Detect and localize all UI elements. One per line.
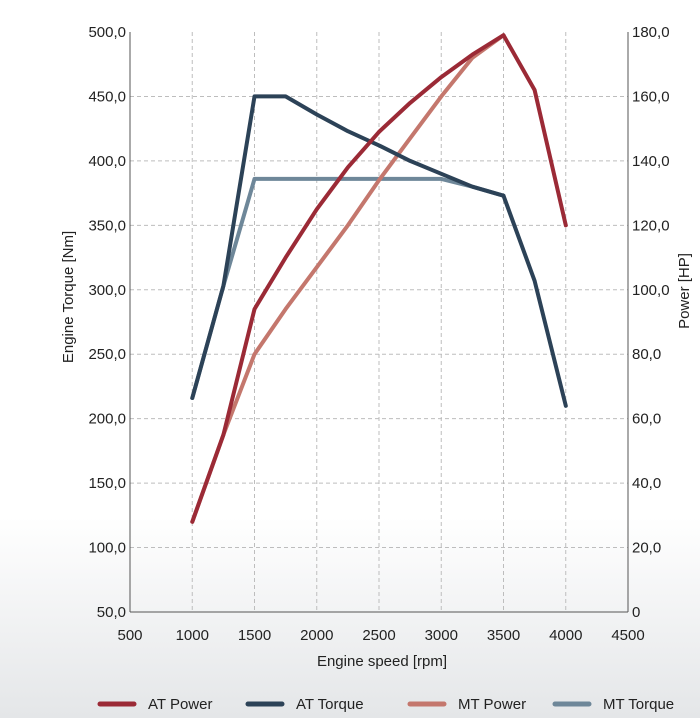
y2-tick-label: 20,0 <box>632 540 661 557</box>
y2-tick-label: 60,0 <box>632 411 661 428</box>
y-tick-label: 250,0 <box>88 346 126 363</box>
y-tick-label: 350,0 <box>88 217 126 234</box>
y-tick-label: 50,0 <box>97 604 126 621</box>
series-lines <box>190 33 568 524</box>
x-tick-label: 1000 <box>176 627 209 644</box>
y2-tick-label: 140,0 <box>632 153 670 170</box>
y2-tick-label: 180,0 <box>632 24 670 41</box>
grid-lines <box>130 32 628 612</box>
y2-tick-labels: 0 20,0 40,0 60,0 80,0 100,0 120,0 140,0 160,0 180… <box>632 24 670 621</box>
legend-label: AT Power <box>148 696 212 713</box>
x-tick-label: 500 <box>117 627 142 644</box>
y-tick-labels: 50,0 100,0 150,0 200,0 250,0 300,0 350,0 400,0 4… <box>88 24 126 621</box>
legend-label: MT Torque <box>603 696 674 713</box>
legend: AT Power AT Torque MT Power MT Torque <box>97 696 674 713</box>
x-tick-labels: 500 1000 1500 2000 2500 3000 3500 4000 4500 <box>117 627 644 644</box>
y-tick-label: 150,0 <box>88 475 126 492</box>
y-tick-label: 300,0 <box>88 282 126 299</box>
y2-tick-label: 80,0 <box>632 346 661 363</box>
legend-label: AT Torque <box>296 696 364 713</box>
x-tick-label: 2500 <box>362 627 395 644</box>
y-tick-label: 400,0 <box>88 153 126 170</box>
x-tick-label: 3500 <box>487 627 520 644</box>
y2-axis-title: Power [HP] <box>676 253 693 329</box>
axes <box>129 32 629 613</box>
series-line-mt-power <box>190 33 506 524</box>
y-axis-title: Engine Torque [Nm] <box>60 231 77 363</box>
x-tick-label: 1500 <box>238 627 271 644</box>
series-line-mt-torque <box>190 176 506 400</box>
y-tick-label: 200,0 <box>88 411 126 428</box>
y2-tick-label: 40,0 <box>632 475 661 492</box>
y2-tick-label: 120,0 <box>632 217 670 234</box>
x-tick-label: 3000 <box>425 627 458 644</box>
x-axis-title: Engine speed [rpm] <box>317 653 447 670</box>
y2-tick-label: 160,0 <box>632 88 670 105</box>
legend-label: MT Power <box>458 696 526 713</box>
x-tick-label: 4000 <box>549 627 582 644</box>
y2-tick-label: 0 <box>632 604 640 621</box>
y-tick-label: 450,0 <box>88 88 126 105</box>
x-tick-label: 2000 <box>300 627 333 644</box>
y-tick-label: 500,0 <box>88 24 126 41</box>
series-line-at-power <box>190 33 568 524</box>
series-line-at-torque <box>190 94 568 408</box>
y2-tick-label: 100,0 <box>632 282 670 299</box>
x-tick-label: 4500 <box>611 627 644 644</box>
y-tick-label: 100,0 <box>88 540 126 557</box>
